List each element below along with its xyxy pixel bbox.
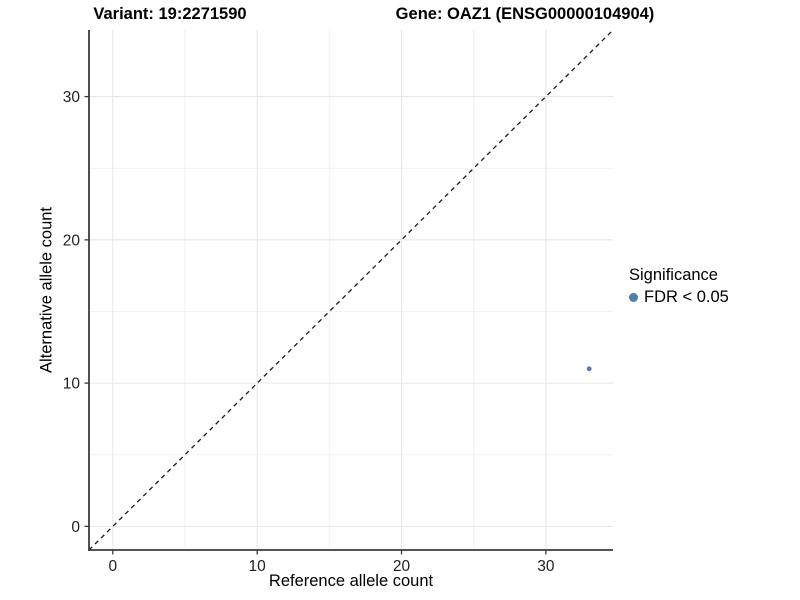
y-tick-label: 30: [63, 89, 81, 106]
y-tick-label: 20: [63, 232, 81, 249]
x-tick-label: 20: [393, 558, 411, 575]
y-axis-title: Alternative allele count: [37, 206, 56, 374]
identity-reference-line: [88, 29, 614, 551]
y-tick-label: 0: [71, 519, 80, 536]
x-axis-title: Reference allele count: [268, 572, 434, 590]
data-point: [586, 366, 592, 372]
legend: Significance FDR < 0.05: [629, 266, 729, 307]
legend-title: Significance: [629, 266, 718, 284]
legend-point-icon: [629, 293, 638, 302]
x-tick-label: 30: [537, 558, 555, 575]
legend-item: FDR < 0.05: [629, 288, 729, 307]
y-tick-label: 10: [63, 376, 81, 393]
chart-title-variant: Variant: 19:2271590: [93, 5, 247, 23]
x-tick-label: 0: [109, 558, 118, 575]
x-tick-label: 10: [249, 558, 267, 575]
chart-title-gene: Gene: OAZ1 (ENSG00000104904): [395, 5, 655, 23]
legend-item-label: FDR < 0.05: [644, 288, 729, 306]
